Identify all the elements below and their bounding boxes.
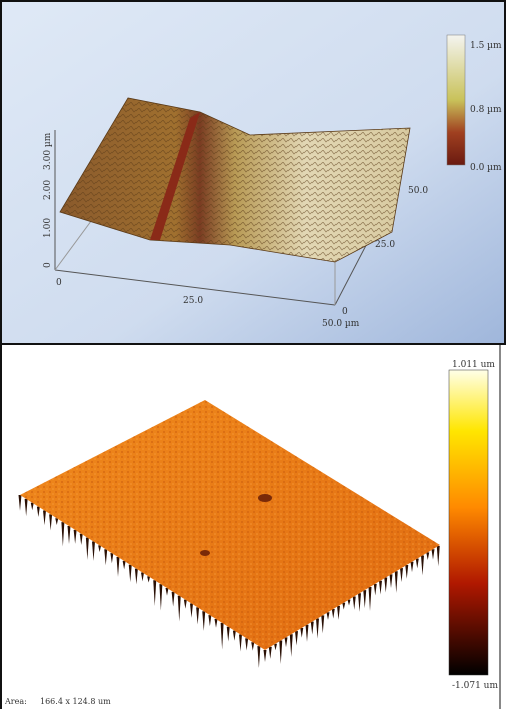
spike [274,644,277,651]
spike [202,611,205,631]
spike [92,542,95,561]
spike [327,612,330,620]
colorbar-top [447,35,465,165]
spike [245,638,248,650]
spike [147,576,150,582]
colorbar-label: 0.0 µm [470,163,502,173]
area-label: Area: [4,697,27,706]
spike [257,646,260,668]
spike [117,557,120,577]
spike [104,549,107,565]
spike [290,634,293,657]
colorbar-label: 0.8 µm [470,105,502,115]
spike [369,587,372,611]
spike [141,573,144,582]
spike [159,584,162,610]
spike [184,600,187,609]
surface-texture [20,400,440,650]
spike [86,538,89,560]
colorbar-label: 1.011 um [452,360,495,370]
spike [379,581,382,595]
spike [295,631,298,645]
spike [400,568,403,582]
z-tick-label: 3.00 µm [43,132,53,170]
spike [395,571,398,593]
spike [332,609,335,618]
z-tick-label: 2.00 [43,180,53,200]
spike [264,650,267,662]
spike [384,578,387,593]
spike [316,619,319,639]
spike [196,607,199,624]
spike [432,549,435,559]
spike [37,507,40,517]
spike [74,530,77,544]
z-tick-label: 0 [43,262,53,268]
pit [258,494,272,502]
x-tick-label: 0 [56,278,62,288]
spike [19,495,22,511]
spike [178,596,181,622]
spike [374,584,377,595]
spike [337,606,340,620]
x-tick-label: 50.0 µm [322,319,360,329]
spike [55,518,58,525]
spike [233,631,236,641]
spike [135,569,138,585]
spike [358,593,361,612]
x-tick-label: 25.0 [183,296,203,306]
spike [353,596,356,609]
area-value: 166.4 x 124.8 um [40,697,111,706]
spike [68,526,71,544]
spike [215,619,218,628]
colorbar-label: 1.5 µm [470,41,502,51]
spike [269,647,272,659]
spike [421,556,424,576]
pit [200,550,210,556]
spike [153,580,156,606]
colorbar-label: -1.071 um [452,681,498,691]
spike [123,561,126,569]
spike [300,628,303,638]
spike [279,641,282,665]
spike [49,514,52,530]
spike [311,622,314,635]
spike [208,615,211,626]
spike [348,600,351,606]
spike [390,574,393,588]
spike [98,545,101,552]
spike [239,635,242,652]
spike [190,604,193,618]
spike [363,590,366,608]
spike [166,588,169,596]
spike [80,534,83,545]
y-tick-label: 0 [342,307,348,317]
spike [405,565,408,579]
spike [306,625,309,642]
z-tick-label: 1.00 [43,218,53,238]
spike [227,627,230,642]
spike [342,603,345,610]
spike [61,522,64,546]
y-tick-label: 50.0 [408,186,428,196]
spike [129,565,132,582]
spike [416,559,419,569]
colorbar-bottom [449,370,488,675]
spike [251,642,254,650]
spike [321,615,324,633]
spike [426,552,429,560]
spike [110,553,113,563]
spike [411,562,414,572]
spike [31,503,34,511]
figure: 1.5 µm 0.8 µm 0.0 µm 0 1.00 2.00 3.00 µm… [0,0,506,709]
spike [221,623,224,650]
spike [25,499,28,516]
spike [437,546,440,566]
y-tick-label: 25.0 [375,240,395,250]
spike [285,637,288,647]
spike [172,592,175,607]
spike [43,511,46,526]
